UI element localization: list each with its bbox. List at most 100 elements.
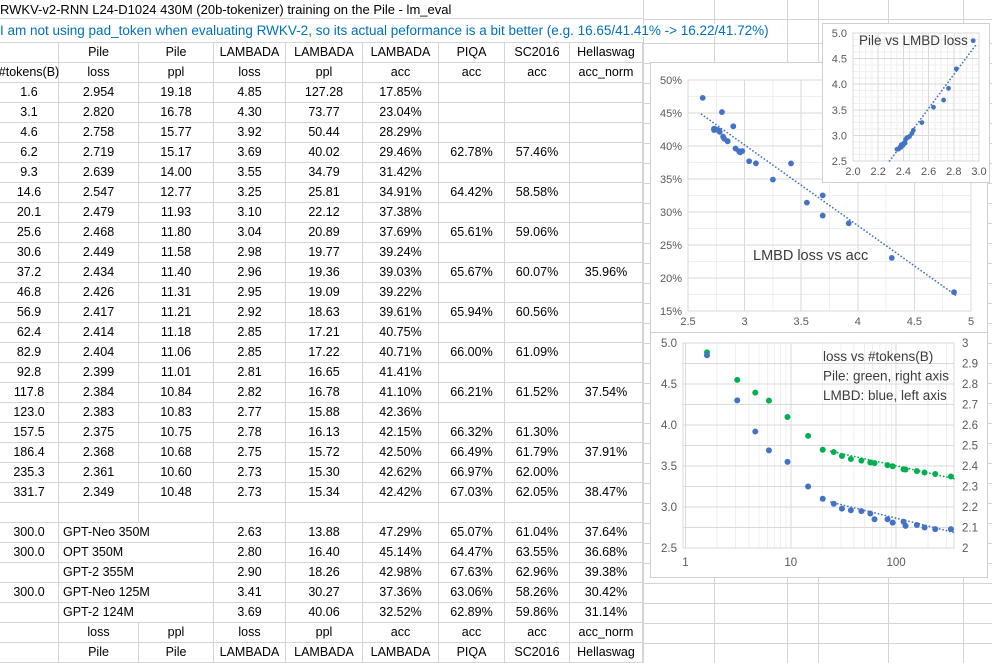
table-cell[interactable]: 57.46% bbox=[505, 143, 570, 163]
table-cell[interactable] bbox=[505, 203, 570, 223]
table-cell[interactable] bbox=[505, 403, 570, 423]
table-cell[interactable]: 31.14% bbox=[570, 603, 643, 623]
column-header[interactable]: acc_norm bbox=[570, 63, 643, 83]
table-cell[interactable]: 41.10% bbox=[363, 383, 439, 403]
table-cell[interactable]: 2.639 bbox=[59, 163, 139, 183]
table-cell[interactable]: 3.1 bbox=[0, 103, 59, 123]
empty-cell[interactable] bbox=[59, 503, 139, 523]
table-cell[interactable]: 62.96% bbox=[505, 563, 570, 583]
table-cell[interactable] bbox=[570, 203, 643, 223]
table-cell[interactable] bbox=[570, 323, 643, 343]
table-cell[interactable]: 92.8 bbox=[0, 363, 59, 383]
table-cell[interactable] bbox=[439, 83, 505, 103]
column-header[interactable]: acc bbox=[363, 63, 439, 83]
table-cell[interactable]: 25.81 bbox=[286, 183, 363, 203]
table-cell[interactable]: 2.85 bbox=[214, 323, 286, 343]
table-cell[interactable]: 2.375 bbox=[59, 423, 139, 443]
table-cell[interactable]: 2.63 bbox=[214, 523, 286, 543]
table-cell[interactable]: 20.1 bbox=[0, 203, 59, 223]
table-cell[interactable] bbox=[505, 83, 570, 103]
footer-group-cell[interactable]: LAMBADA bbox=[286, 643, 363, 663]
table-cell[interactable]: 2.449 bbox=[59, 243, 139, 263]
table-cell[interactable]: 22.12 bbox=[286, 203, 363, 223]
empty-cell[interactable] bbox=[0, 503, 59, 523]
table-cell[interactable] bbox=[439, 243, 505, 263]
table-cell[interactable]: 2.349 bbox=[59, 483, 139, 503]
table-cell[interactable]: 31.42% bbox=[363, 163, 439, 183]
table-cell[interactable]: 11.93 bbox=[139, 203, 214, 223]
table-cell[interactable]: 15.77 bbox=[139, 123, 214, 143]
table-cell[interactable]: 11.80 bbox=[139, 223, 214, 243]
table-cell[interactable]: 73.77 bbox=[286, 103, 363, 123]
table-cell[interactable]: 11.06 bbox=[139, 343, 214, 363]
table-cell[interactable]: 2.399 bbox=[59, 363, 139, 383]
empty-cell[interactable] bbox=[139, 503, 214, 523]
table-cell[interactable] bbox=[570, 163, 643, 183]
model-name-cell[interactable]: GPT-2 124M bbox=[59, 603, 214, 623]
model-name-cell[interactable]: GPT-Neo 125M bbox=[59, 583, 214, 603]
table-cell[interactable]: 37.64% bbox=[570, 523, 643, 543]
table-cell[interactable] bbox=[570, 123, 643, 143]
table-cell[interactable]: 10.68 bbox=[139, 443, 214, 463]
table-cell[interactable]: 10.84 bbox=[139, 383, 214, 403]
table-cell[interactable]: 15.72 bbox=[286, 443, 363, 463]
table-cell[interactable]: 16.78 bbox=[139, 103, 214, 123]
table-cell[interactable]: 65.61% bbox=[439, 223, 505, 243]
table-cell[interactable]: 42.98% bbox=[363, 563, 439, 583]
table-cell[interactable]: 10.83 bbox=[139, 403, 214, 423]
table-cell[interactable]: 38.47% bbox=[570, 483, 643, 503]
table-cell[interactable]: 3.69 bbox=[214, 143, 286, 163]
table-cell[interactable]: 2.73 bbox=[214, 463, 286, 483]
table-cell[interactable]: 64.42% bbox=[439, 183, 505, 203]
column-group-header[interactable]: Pile bbox=[139, 43, 214, 63]
table-cell[interactable]: 4.85 bbox=[214, 83, 286, 103]
table-cell[interactable]: 65.94% bbox=[439, 303, 505, 323]
table-cell[interactable]: 3.69 bbox=[214, 603, 286, 623]
table-cell[interactable]: 12.77 bbox=[139, 183, 214, 203]
table-cell[interactable]: 65.07% bbox=[439, 523, 505, 543]
table-cell[interactable]: 40.06 bbox=[286, 603, 363, 623]
table-cell[interactable] bbox=[505, 243, 570, 263]
table-cell[interactable]: 28.29% bbox=[363, 123, 439, 143]
table-cell[interactable]: 42.62% bbox=[363, 463, 439, 483]
table-cell[interactable]: 2.758 bbox=[59, 123, 139, 143]
table-cell[interactable]: 62.4 bbox=[0, 323, 59, 343]
column-header[interactable]: acc bbox=[439, 63, 505, 83]
table-cell[interactable]: 10.48 bbox=[139, 483, 214, 503]
table-cell[interactable]: 331.7 bbox=[0, 483, 59, 503]
table-cell[interactable]: 15.34 bbox=[286, 483, 363, 503]
table-cell[interactable] bbox=[570, 283, 643, 303]
table-cell[interactable] bbox=[570, 343, 643, 363]
table-cell[interactable]: 42.36% bbox=[363, 403, 439, 423]
table-cell[interactable]: 3.92 bbox=[214, 123, 286, 143]
table-cell[interactable]: 2.383 bbox=[59, 403, 139, 423]
table-cell[interactable]: 32.52% bbox=[363, 603, 439, 623]
table-cell[interactable]: 2.361 bbox=[59, 463, 139, 483]
table-cell[interactable]: 30.27 bbox=[286, 583, 363, 603]
table-cell[interactable]: 2.434 bbox=[59, 263, 139, 283]
table-cell[interactable]: 4.30 bbox=[214, 103, 286, 123]
footer-metric-cell[interactable]: acc_norm bbox=[570, 623, 643, 643]
table-cell[interactable]: 2.479 bbox=[59, 203, 139, 223]
table-cell[interactable] bbox=[505, 103, 570, 123]
table-cell[interactable]: 2.75 bbox=[214, 443, 286, 463]
table-cell[interactable]: 67.03% bbox=[439, 483, 505, 503]
column-header[interactable]: #tokens(B) bbox=[0, 63, 59, 83]
empty-cell[interactable] bbox=[570, 503, 643, 523]
table-cell[interactable]: 63.55% bbox=[505, 543, 570, 563]
table-cell[interactable]: 2.404 bbox=[59, 343, 139, 363]
table-cell[interactable]: 2.414 bbox=[59, 323, 139, 343]
footer-group-cell[interactable]: Pile bbox=[139, 643, 214, 663]
table-cell[interactable]: 2.954 bbox=[59, 83, 139, 103]
table-cell[interactable]: 1.6 bbox=[0, 83, 59, 103]
table-cell[interactable] bbox=[570, 423, 643, 443]
column-header[interactable]: acc bbox=[505, 63, 570, 83]
table-cell[interactable]: 16.13 bbox=[286, 423, 363, 443]
table-cell[interactable] bbox=[505, 163, 570, 183]
footer-metric-cell[interactable]: acc bbox=[505, 623, 570, 643]
table-cell[interactable]: 66.49% bbox=[439, 443, 505, 463]
footer-group-cell[interactable]: SC2016 bbox=[505, 643, 570, 663]
table-cell[interactable]: 66.32% bbox=[439, 423, 505, 443]
table-cell[interactable]: 17.21 bbox=[286, 323, 363, 343]
table-cell[interactable]: 300.0 bbox=[0, 583, 59, 603]
